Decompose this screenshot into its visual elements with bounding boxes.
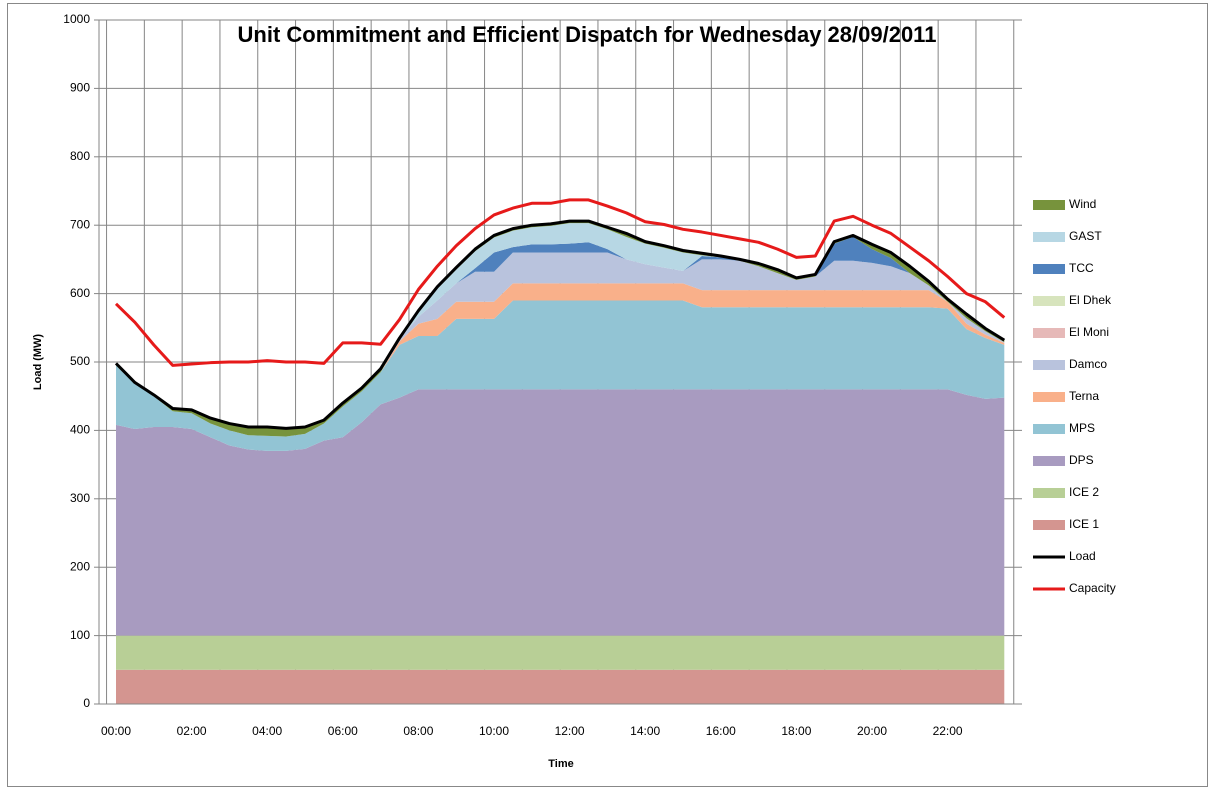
legend-label: MPS xyxy=(1069,421,1095,435)
x-tick-label: 18:00 xyxy=(781,724,811,738)
legend-label: ICE 1 xyxy=(1069,517,1099,531)
x-axis-title: Time xyxy=(548,758,573,770)
axes: 0 100 200 300 400 500 600 700 800 900 1000 00:00 02:… xyxy=(63,12,1022,738)
x-tick-label: 04:00 xyxy=(252,724,282,738)
lines xyxy=(114,198,1006,430)
x-tick-label: 10:00 xyxy=(479,724,509,738)
x-tick-label: 08:00 xyxy=(403,724,433,738)
legend-label: Capacity xyxy=(1069,581,1116,595)
x-tick-label: 14:00 xyxy=(630,724,660,738)
y-tick-label: 500 xyxy=(70,354,90,368)
x-tick-label: 20:00 xyxy=(857,724,887,738)
legend-swatch xyxy=(1033,296,1065,306)
legend-swatch xyxy=(1033,456,1065,466)
line xyxy=(114,198,1006,367)
chart-title: Unit Commitment and Efficient Dispatch f… xyxy=(238,22,937,47)
y-tick-label: 100 xyxy=(70,628,90,642)
legend-label: Wind xyxy=(1069,197,1096,211)
legend: Wind GAST TCC El Dhek El Moni Damco Terna MPS DP… xyxy=(1033,197,1116,595)
y-tick-label: 700 xyxy=(70,217,90,231)
legend-label: TCC xyxy=(1069,261,1094,275)
x-tick-label: 02:00 xyxy=(177,724,207,738)
y-tick-label: 400 xyxy=(70,423,90,437)
y-axis-title: Load (MW) xyxy=(32,334,44,391)
legend-label: El Dhek xyxy=(1069,293,1112,307)
y-tick-label: 800 xyxy=(70,149,90,163)
y-tick-label: 600 xyxy=(70,286,90,300)
x-tick-label: 12:00 xyxy=(555,724,585,738)
area xyxy=(116,669,1005,704)
legend-label: Load xyxy=(1069,549,1096,563)
area xyxy=(116,300,1005,451)
y-tick-label: 1000 xyxy=(63,12,90,26)
areas xyxy=(116,221,1005,704)
x-tick-label: 06:00 xyxy=(328,724,358,738)
legend-swatch xyxy=(1033,392,1065,402)
legend-swatch xyxy=(1033,424,1065,434)
legend-swatch xyxy=(1033,200,1065,210)
legend-label: Terna xyxy=(1069,389,1099,403)
legend-label: ICE 2 xyxy=(1069,485,1099,499)
x-tick-label: 16:00 xyxy=(706,724,736,738)
legend-swatch xyxy=(1033,520,1065,530)
legend-swatch xyxy=(1033,360,1065,370)
y-tick-label: 900 xyxy=(70,81,90,95)
legend-swatch xyxy=(1033,232,1065,242)
y-tick-label: 300 xyxy=(70,491,90,505)
legend-swatch xyxy=(1033,264,1065,274)
legend-swatch xyxy=(1033,328,1065,338)
area xyxy=(116,389,1005,636)
legend-label: GAST xyxy=(1069,229,1102,243)
y-tick-label: 0 xyxy=(83,696,90,710)
x-tick-label: 22:00 xyxy=(933,724,963,738)
legend-label: DPS xyxy=(1069,453,1094,467)
area xyxy=(116,283,1005,437)
line xyxy=(114,219,1006,430)
legend-label: Damco xyxy=(1069,357,1107,371)
legend-swatch xyxy=(1033,488,1065,498)
legend-label: El Moni xyxy=(1069,325,1109,339)
x-tick-label: 00:00 xyxy=(101,724,131,738)
area xyxy=(116,635,1005,670)
y-tick-label: 200 xyxy=(70,559,90,573)
